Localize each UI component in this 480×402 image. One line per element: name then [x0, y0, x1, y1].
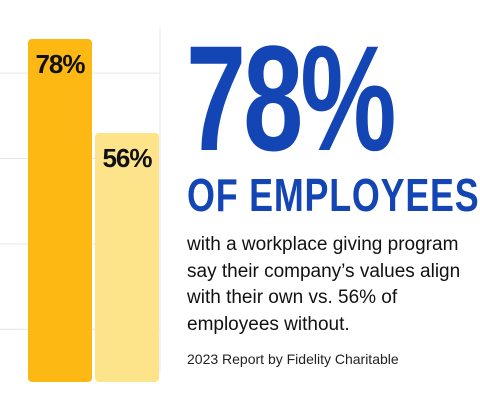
- bar-chart: 78% 56%: [0, 28, 161, 382]
- headline-stat-value: 78%: [186, 14, 396, 182]
- bar-value-label: 78%: [35, 49, 85, 79]
- chart-bars: [28, 38, 159, 382]
- headline-subject: OF EMPLOYEES: [187, 169, 480, 221]
- chart-data-labels: 78% 56%: [35, 49, 153, 173]
- bar-value-label: 56%: [102, 143, 152, 173]
- bar-with-program: [28, 38, 92, 382]
- source-citation: 2023 Report by Fidelity Charitable: [187, 351, 399, 367]
- bar-without-program: [95, 132, 159, 382]
- stat-description: with a workplace giving program say thei…: [187, 234, 461, 335]
